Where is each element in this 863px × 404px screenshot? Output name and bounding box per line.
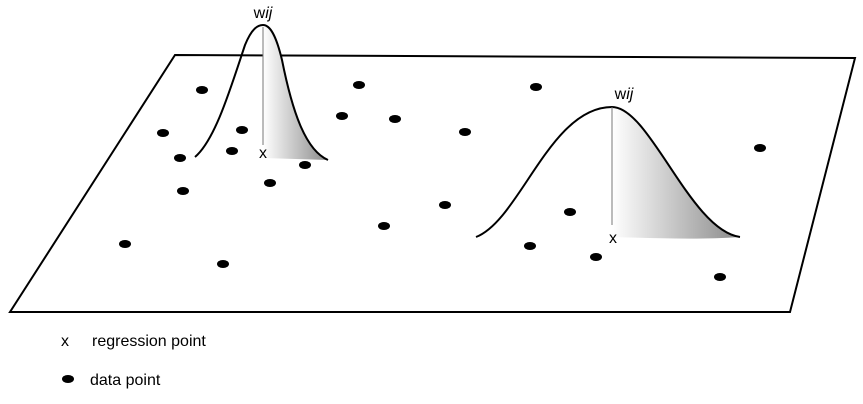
data-point — [299, 161, 311, 169]
label-italic: ij — [626, 86, 634, 103]
label-italic: ij — [265, 5, 273, 22]
kernel-curve — [194, 23, 329, 161]
legend-dot — [62, 375, 74, 383]
kernel-shade — [263, 25, 328, 160]
kernel-label: wij — [253, 5, 273, 22]
regression-marker: x — [609, 230, 617, 247]
data-points — [119, 81, 766, 281]
kernel-label: wij — [614, 86, 634, 103]
regression-marker: x — [259, 145, 267, 162]
legend-marker: x — [61, 333, 69, 350]
legend-label: data point — [90, 372, 161, 389]
plane — [8, 53, 857, 313]
label-base: w — [253, 5, 266, 22]
kernel-shade — [612, 107, 740, 239]
legend-label: regression point — [92, 333, 206, 350]
label-base: w — [614, 86, 627, 103]
